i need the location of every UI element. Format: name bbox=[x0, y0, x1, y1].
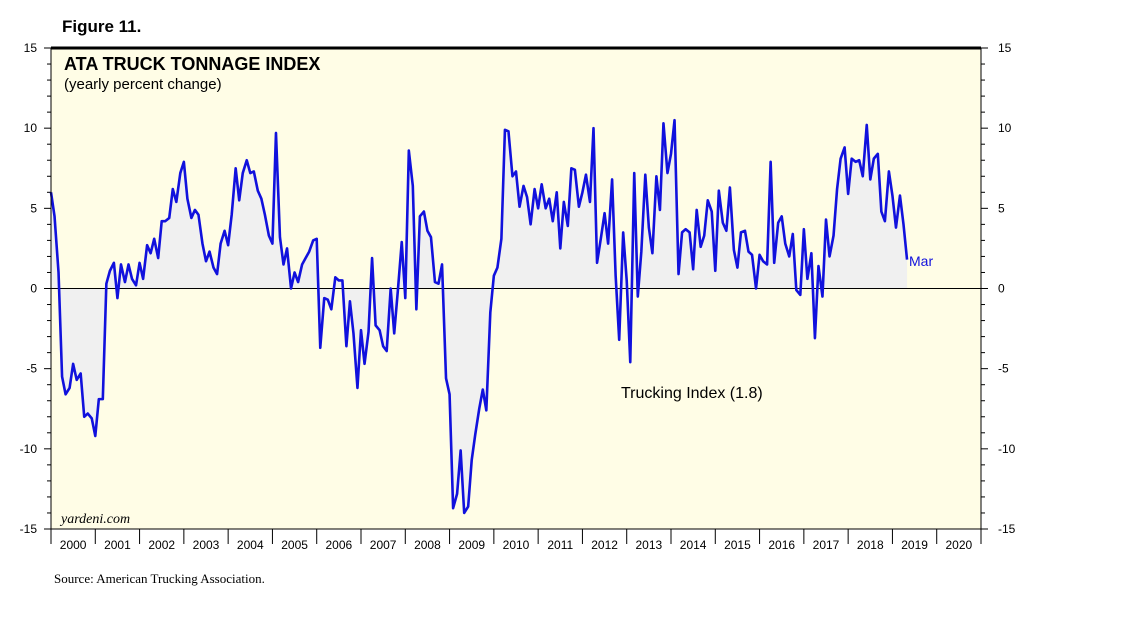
right-y-tick-label: 5 bbox=[998, 201, 1005, 215]
x-tick-label: 2018 bbox=[857, 538, 884, 552]
left-y-tick-label: -15 bbox=[20, 522, 38, 536]
right-y-tick-label: 0 bbox=[998, 282, 1005, 296]
x-tick-label: 2015 bbox=[724, 538, 751, 552]
x-tick-label: 2004 bbox=[237, 538, 264, 552]
figure-label: Figure 11. bbox=[62, 17, 142, 36]
x-tick-label: 2020 bbox=[946, 538, 973, 552]
x-tick-label: 2017 bbox=[813, 538, 840, 552]
x-tick-label: 2007 bbox=[370, 538, 397, 552]
x-tick-label: 2012 bbox=[591, 538, 618, 552]
series-line-trucking-index bbox=[49, 118, 909, 515]
x-tick-label: 2013 bbox=[636, 538, 663, 552]
x-tick-label: 2009 bbox=[458, 538, 485, 552]
x-tick-label: 2001 bbox=[104, 538, 131, 552]
x-tick-label: 2005 bbox=[281, 538, 308, 552]
chart-subtitle: (yearly percent change) bbox=[64, 76, 222, 93]
left-y-axis: 15 10 5 0 -5 -10 -15 bbox=[20, 41, 51, 536]
x-tick-label: 2006 bbox=[326, 538, 353, 552]
left-y-tick-label: 15 bbox=[24, 41, 38, 55]
right-y-tick-label: 15 bbox=[998, 41, 1012, 55]
x-tick-label: 2019 bbox=[901, 538, 928, 552]
x-tick-label: 2008 bbox=[414, 538, 441, 552]
watermark: yardeni.com bbox=[59, 512, 130, 527]
left-y-tick-label: 10 bbox=[24, 121, 38, 135]
end-label: Mar bbox=[909, 253, 933, 269]
x-tick-label: 2011 bbox=[547, 538, 573, 552]
x-tick-label: 2010 bbox=[503, 538, 530, 552]
series-label: Trucking Index (1.8) bbox=[621, 385, 763, 402]
x-tick-label: 2003 bbox=[193, 538, 220, 552]
x-axis: 2000 2001 2002 2003 2004 2005 2006 2007 2008 2009… bbox=[50, 529, 982, 552]
left-y-tick-label: 5 bbox=[30, 201, 37, 215]
right-y-tick-label: -15 bbox=[998, 522, 1016, 536]
right-y-axis: 15 10 5 0 -5 -10 -15 bbox=[981, 41, 1016, 536]
x-tick-label: 2016 bbox=[768, 538, 795, 552]
left-y-tick-label: 0 bbox=[30, 282, 37, 296]
right-y-tick-label: -10 bbox=[998, 442, 1016, 456]
right-y-tick-label: -5 bbox=[998, 362, 1009, 376]
source-note: Source: American Trucking Association. bbox=[54, 571, 265, 586]
right-y-tick-label: 10 bbox=[998, 121, 1012, 135]
x-tick-label: 2014 bbox=[680, 538, 707, 552]
left-y-tick-label: -10 bbox=[20, 442, 38, 456]
x-tick-label: 2002 bbox=[148, 538, 175, 552]
x-tick-label: 2000 bbox=[60, 538, 87, 552]
chart-title: ATA TRUCK TONNAGE INDEX bbox=[64, 54, 320, 74]
left-y-tick-label: -5 bbox=[26, 362, 37, 376]
